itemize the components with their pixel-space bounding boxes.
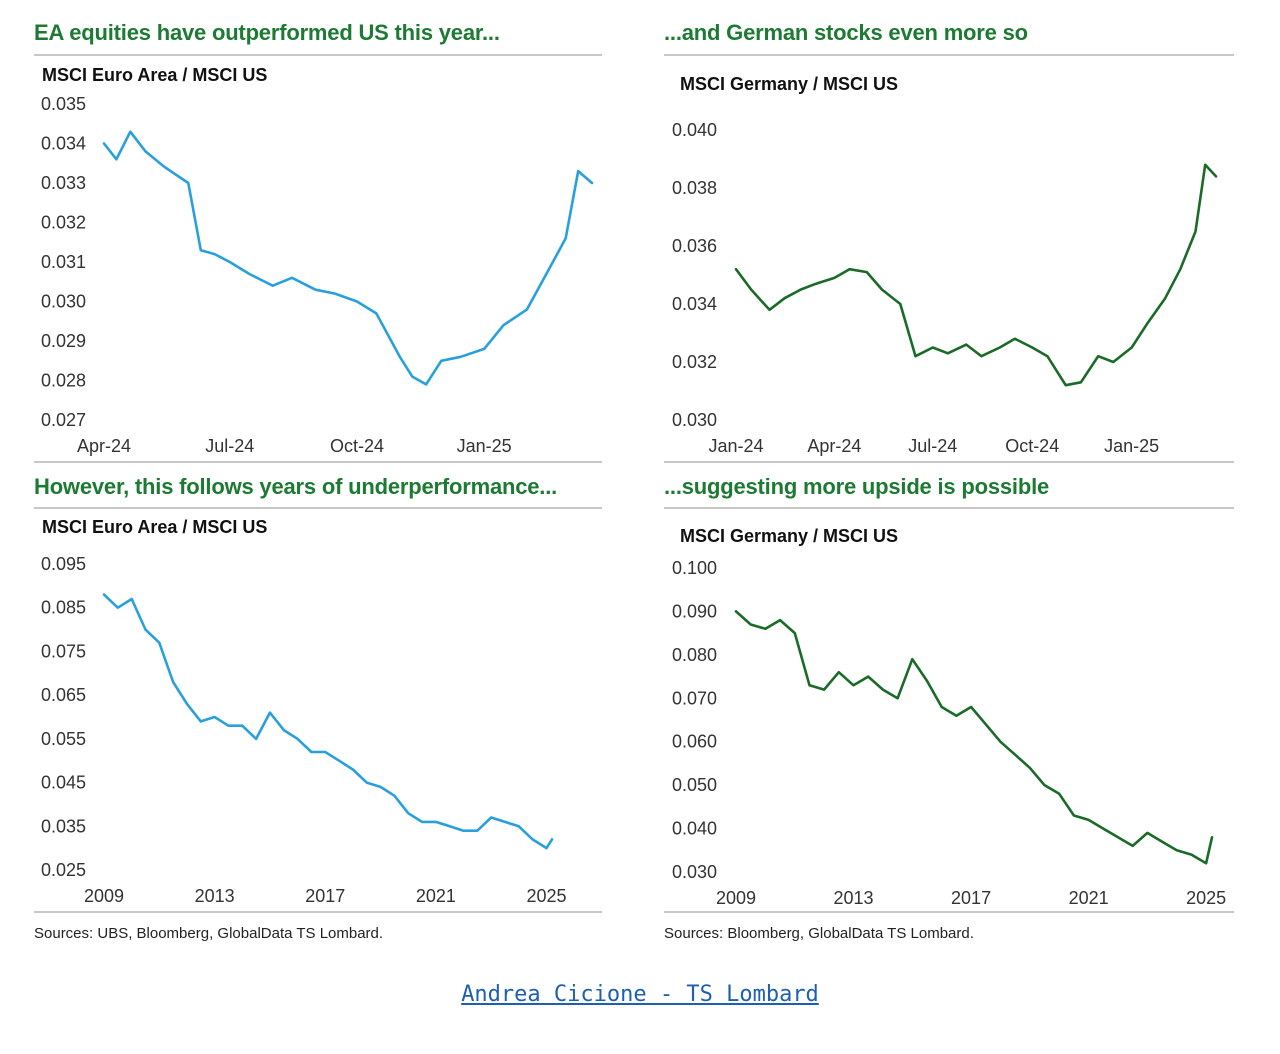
- y-tick-label: 0.038: [672, 178, 717, 198]
- series-line: [102, 130, 594, 386]
- x-tick-label: 2017: [951, 888, 991, 908]
- chart-bottom-divider: [34, 461, 602, 463]
- y-tick-label: 0.040: [672, 120, 717, 140]
- y-tick-label: 0.065: [41, 685, 86, 705]
- chart-bottom-divider: [34, 911, 602, 913]
- series-line: [102, 593, 554, 850]
- x-tick-label: 2009: [716, 888, 756, 908]
- y-tick-label: 0.070: [672, 688, 717, 708]
- y-tick-label: 0.080: [672, 645, 717, 665]
- y-tick-label: 0.034: [41, 134, 86, 154]
- x-tick-label: 2021: [1069, 888, 1109, 908]
- y-tick-label: 0.029: [41, 331, 86, 351]
- x-tick-label: 2017: [305, 886, 345, 906]
- title-divider: [34, 507, 602, 509]
- title-divider: [664, 507, 1234, 509]
- chart-ea-vs-us-longterm: 0.095 0.085 0.075 0.065 0.055 0.045 0.035 0.025…: [41, 554, 567, 906]
- y-tick-label: 0.095: [41, 554, 86, 574]
- y-tick-label: 0.031: [41, 252, 86, 272]
- y-tick-label: 0.035: [41, 816, 86, 836]
- y-tick-label: 0.050: [672, 775, 717, 795]
- chart-de-vs-us-recent: 0.040 0.038 0.036 0.034 0.032 0.030 Jan-24 Apr-…: [672, 120, 1218, 456]
- y-tick-label: 0.033: [41, 173, 86, 193]
- chart-de-vs-us-longterm: 0.100 0.090 0.080 0.070 0.060 0.050 0.040 0.030…: [672, 558, 1226, 908]
- x-tick-label: Oct-24: [1005, 436, 1059, 456]
- x-tick-label: Apr-24: [77, 436, 131, 456]
- panel-title: EA equities have outperformed US this ye…: [34, 20, 500, 45]
- x-tick-label: 2013: [195, 886, 235, 906]
- chart-ea-vs-us-recent: 0.035 0.034 0.033 0.032 0.031 0.030 0.029 0.028…: [41, 94, 594, 456]
- x-tick-label: 2025: [1186, 888, 1226, 908]
- y-tick-label: 0.034: [672, 294, 717, 314]
- title-divider: [664, 54, 1234, 56]
- series-label: MSCI Germany / MSCI US: [680, 74, 899, 94]
- source-note: Sources: UBS, Bloomberg, GlobalData TS L…: [34, 925, 384, 942]
- y-tick-label: 0.100: [672, 558, 717, 578]
- x-tick-label: Jul-24: [205, 436, 254, 456]
- credit-line: Andrea Cicione - TS Lombard: [0, 982, 1280, 1007]
- x-tick-label: Apr-24: [807, 436, 861, 456]
- y-tick-label: 0.025: [41, 860, 86, 880]
- y-tick-label: 0.060: [672, 732, 717, 752]
- series-label: MSCI Euro Area / MSCI US: [42, 517, 268, 537]
- y-tick-label: 0.030: [41, 292, 86, 312]
- chart-bottom-divider: [664, 461, 1234, 463]
- y-tick-label: 0.090: [672, 601, 717, 621]
- y-tick-label: 0.055: [41, 729, 86, 749]
- y-tick-label: 0.075: [41, 641, 86, 661]
- author-link[interactable]: Andrea Cicione - TS Lombard: [461, 982, 819, 1007]
- x-tick-label: Oct-24: [330, 436, 384, 456]
- x-tick-label: Jan-25: [457, 436, 512, 456]
- series-line: [734, 163, 1218, 387]
- y-tick-label: 0.030: [672, 410, 717, 430]
- x-tick-label: Jul-24: [908, 436, 957, 456]
- x-tick-label: 2021: [416, 886, 456, 906]
- y-tick-label: 0.027: [41, 410, 86, 430]
- y-tick-label: 0.030: [672, 862, 717, 882]
- y-tick-label: 0.032: [41, 213, 86, 233]
- panel-title: ...suggesting more upside is possible: [664, 474, 1050, 499]
- y-tick-label: 0.040: [672, 819, 717, 839]
- y-tick-label: 0.035: [41, 94, 86, 114]
- x-tick-label: Jan-25: [1104, 436, 1159, 456]
- chart-bottom-divider: [664, 911, 1234, 913]
- x-tick-label: Jan-24: [708, 436, 763, 456]
- source-note: Sources: Bloomberg, GlobalData TS Lombar…: [664, 925, 974, 942]
- y-tick-label: 0.036: [672, 236, 717, 256]
- y-tick-label: 0.028: [41, 371, 86, 391]
- x-tick-label: 2025: [526, 886, 566, 906]
- series-line: [734, 610, 1214, 865]
- series-label: MSCI Germany / MSCI US: [680, 526, 899, 546]
- y-tick-label: 0.032: [672, 352, 717, 372]
- x-tick-label: 2013: [834, 888, 874, 908]
- y-tick-label: 0.045: [41, 773, 86, 793]
- panel-title: ...and German stocks even more so: [664, 20, 1028, 45]
- series-label: MSCI Euro Area / MSCI US: [42, 65, 268, 85]
- x-tick-label: 2009: [84, 886, 124, 906]
- y-tick-label: 0.085: [41, 598, 86, 618]
- panel-title: However, this follows years of underperf…: [34, 474, 558, 499]
- title-divider: [34, 54, 602, 56]
